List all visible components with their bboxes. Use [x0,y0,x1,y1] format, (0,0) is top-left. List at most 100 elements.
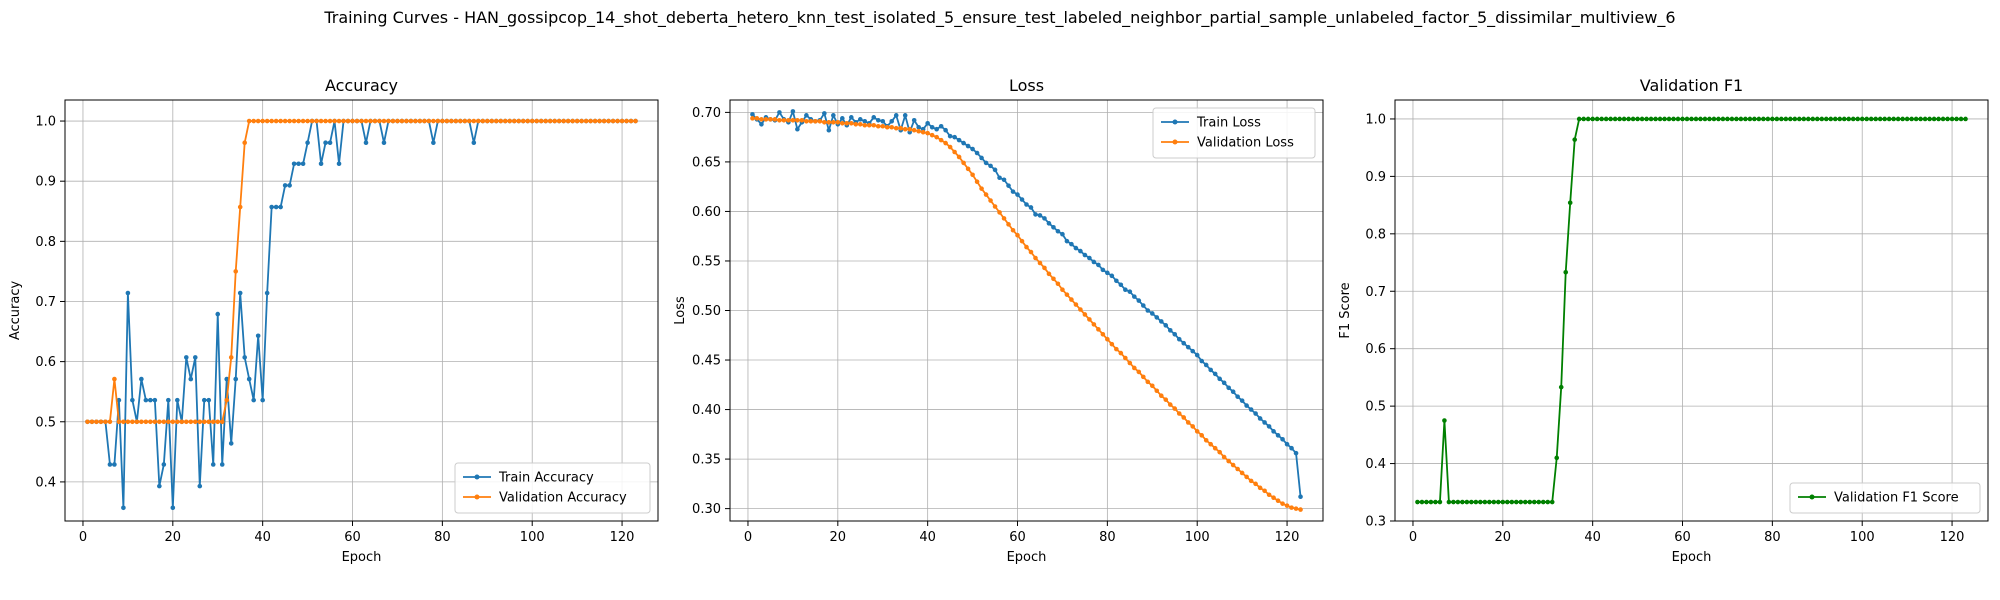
data-point [772,117,778,122]
data-point [1064,238,1070,244]
data-point [1828,116,1834,122]
data-point [1132,365,1137,371]
data-point [1235,466,1240,472]
data-point [1046,271,1052,277]
data-point [781,118,787,123]
data-point [1931,116,1937,122]
data-point [547,118,553,124]
data-point [1078,248,1083,254]
data-point [1505,499,1510,505]
y-tick-label: 0.30 [692,502,721,517]
data-point [377,118,382,124]
data-point [1096,327,1101,332]
data-point [130,397,135,403]
data-point [1280,436,1285,442]
data-point [1743,116,1748,122]
data-point [525,118,531,124]
data-point [269,118,274,124]
data-point [1662,116,1667,122]
data-point [1761,116,1766,122]
data-point [1415,499,1420,505]
x-tick-label: 100 [1850,530,1875,545]
y-tick-label: 0.50 [692,304,721,319]
data-point [1033,212,1038,217]
data-point [840,120,845,126]
data-point [1747,116,1753,122]
data-point [862,118,868,124]
data-point [363,118,369,124]
x-tick-label: 120 [1275,530,1300,545]
data-point [1199,433,1205,438]
data-point [1235,394,1240,399]
data-point [857,121,863,127]
data-point [1823,116,1829,122]
data-point [1244,403,1249,408]
data-point [1105,336,1110,342]
y-tick-label: 0.6 [1365,342,1386,357]
data-point [1419,499,1425,505]
data-point [1603,116,1609,122]
data-point [166,397,171,403]
data-point [1765,116,1771,122]
data-point [1855,116,1861,122]
data-point [431,118,436,124]
data-point [754,116,760,121]
data-point [902,126,908,132]
data-point [893,125,899,131]
data-point [112,376,117,382]
data-point [1734,116,1739,122]
chart-panel-2: 0 20 40 60 80 100 120 0.30 0.35 0.40 0.45 0.50 0.55 0… [673,76,1324,565]
data-point [1262,488,1267,494]
data-point [1109,273,1115,279]
data-point [1433,499,1438,505]
y-tick-label: 0.6 [35,355,56,370]
data-point [1599,116,1604,122]
data-point [1015,232,1020,238]
data-point [98,419,104,425]
data-point [242,355,247,360]
data-point [1424,499,1429,505]
x-tick-label: 40 [254,530,271,545]
data-point [296,161,301,167]
data-point [287,183,292,188]
data-point [1473,499,1479,505]
data-point [1194,352,1200,358]
data-point [1262,420,1267,425]
data-point [188,376,194,382]
data-point [961,140,966,146]
data-point [1176,411,1182,416]
data-point [1176,336,1182,342]
data-point [916,124,921,130]
data-point [192,419,198,425]
data-point [1464,499,1470,505]
data-point [1572,137,1577,142]
data-point [1055,281,1061,287]
data-point [192,355,198,360]
y-tick-label: 0.8 [1365,227,1386,242]
data-point [799,118,805,123]
legend-swatch-marker [1809,494,1815,500]
data-point [458,118,463,124]
data-point [336,118,342,124]
data-point [1725,116,1730,122]
data-point [1437,499,1443,505]
data-point [947,144,953,150]
data-point [1612,116,1618,122]
data-point [219,419,225,425]
data-point [1221,380,1227,386]
data-point [341,118,346,124]
data-point [857,117,863,122]
data-point [1509,499,1515,505]
y-tick-label: 0.8 [35,235,56,250]
data-point [1051,276,1056,282]
data-point [1864,116,1870,122]
data-point [507,118,513,124]
data-point [570,118,575,124]
data-point [260,118,265,124]
data-point [166,419,171,425]
data-point [228,355,234,360]
data-point [291,161,297,167]
data-point [493,118,499,124]
data-point [233,269,239,274]
data-point [520,118,526,124]
